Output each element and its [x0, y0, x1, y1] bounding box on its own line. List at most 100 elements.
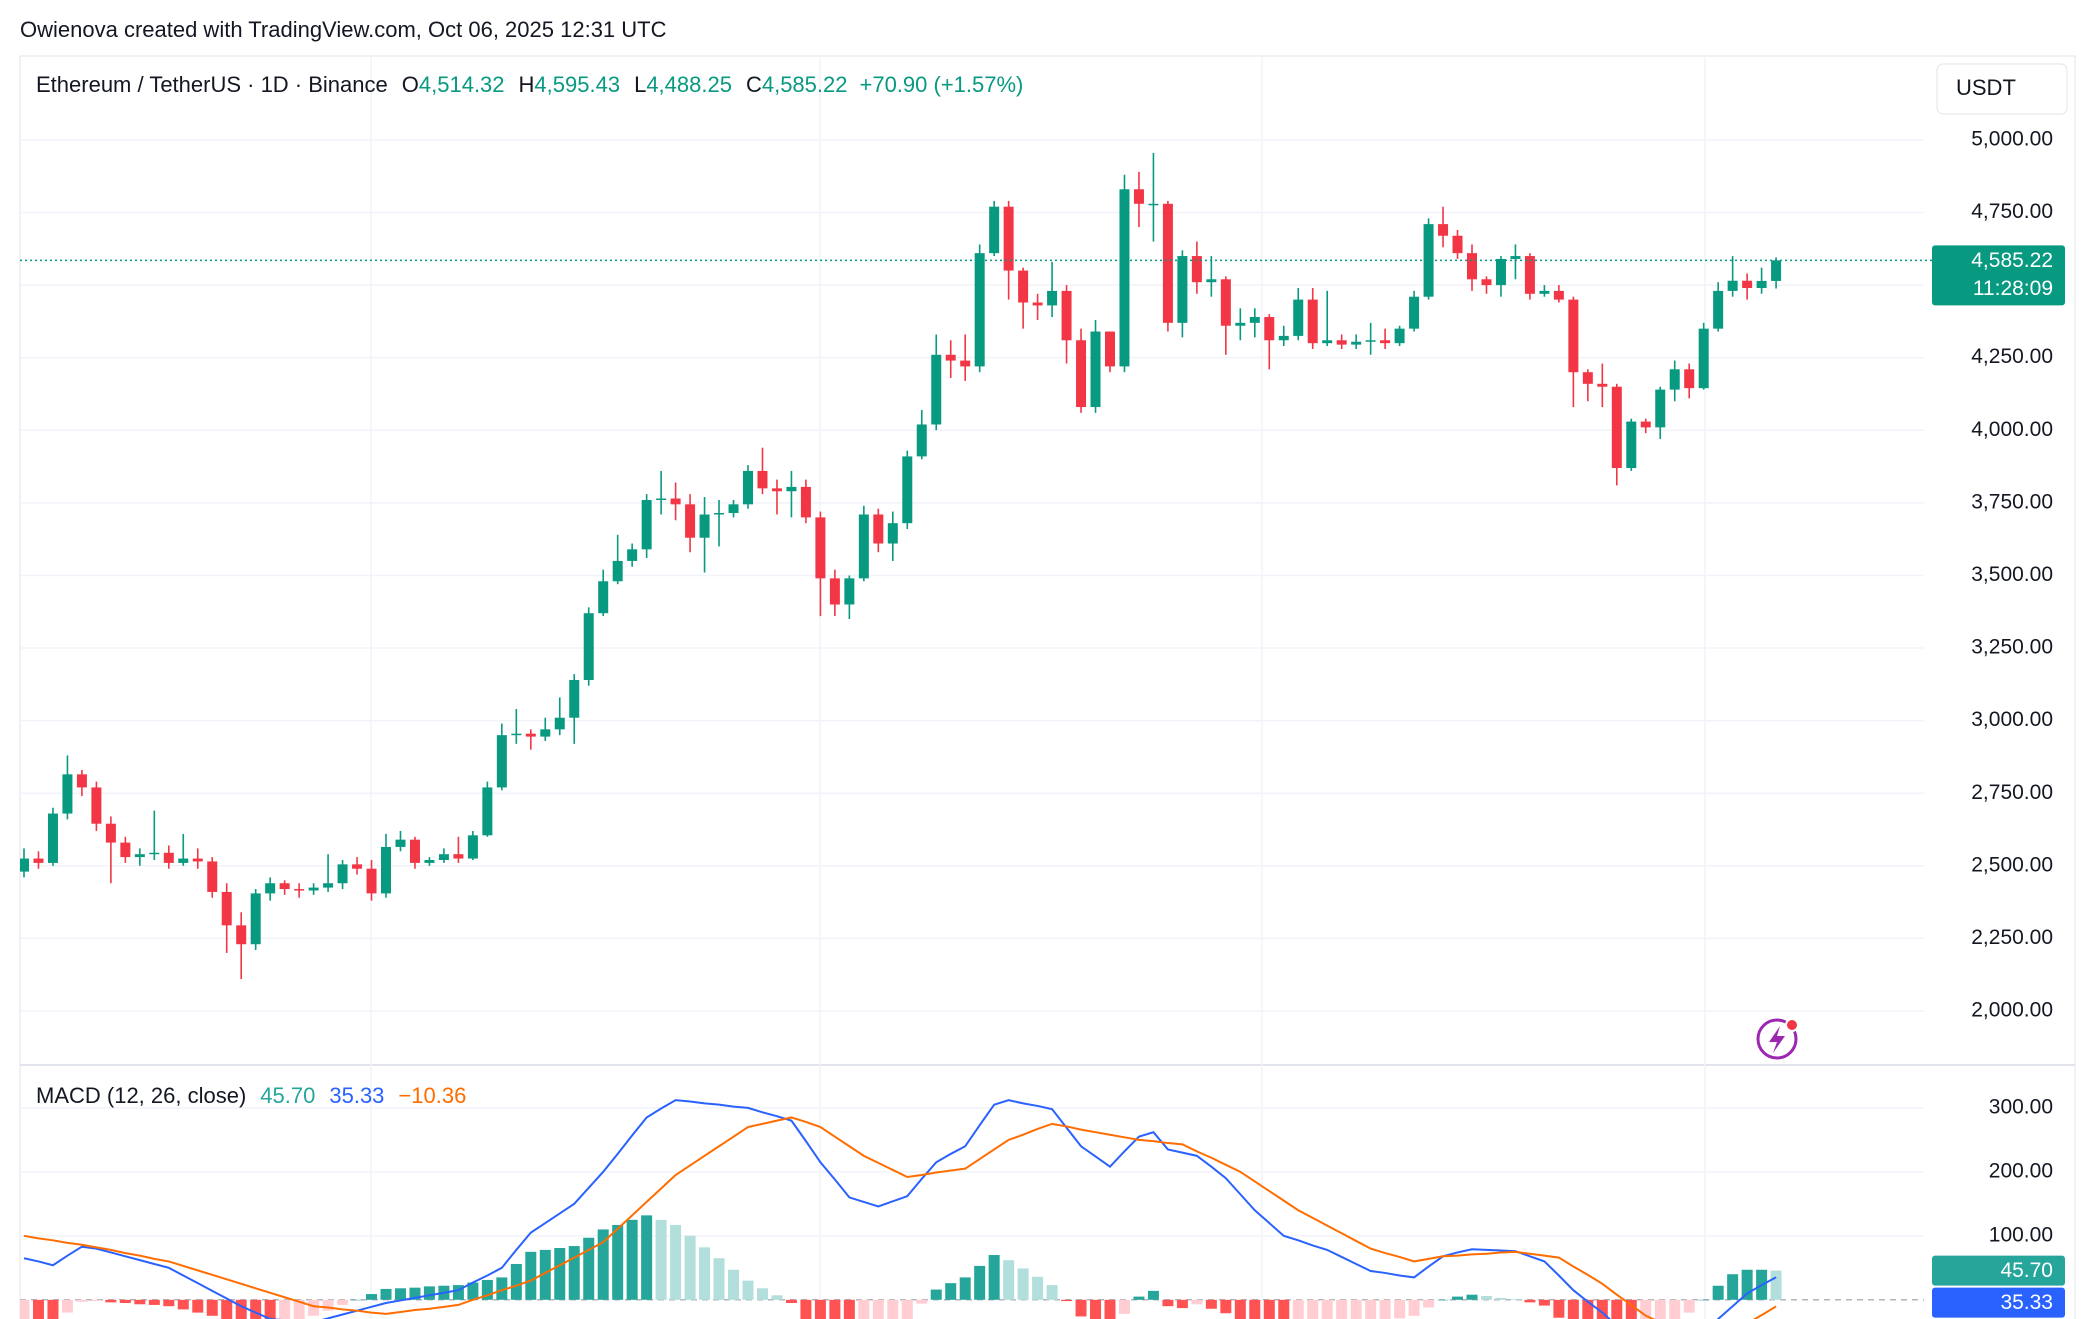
histogram-bar [1176, 1299, 1188, 1309]
candle-body [33, 858, 44, 863]
candle-body [1553, 290, 1564, 300]
histogram-bar [1133, 1296, 1145, 1300]
candle-body [76, 774, 87, 788]
histogram-bar [1263, 1299, 1275, 1319]
indicator-title: MACD (12, 26, close) [36, 1083, 246, 1108]
candle-body [424, 860, 435, 863]
macd-legend: MACD (12, 26, close) 45.70 35.33 −10.36 [36, 1083, 466, 1108]
histogram-bar [1640, 1299, 1652, 1319]
histogram-bar [308, 1299, 320, 1316]
symbol-title: Ethereum / TetherUS · 1D · Binance [36, 72, 388, 97]
icon-bolt [1769, 1026, 1785, 1053]
candle-body [1611, 386, 1622, 469]
histogram-bar [959, 1277, 971, 1300]
histogram-bar [1683, 1299, 1695, 1313]
candle-body [337, 864, 348, 884]
currency-box[interactable] [1936, 63, 2068, 115]
candle-body [467, 835, 478, 859]
lightning-icon[interactable] [1756, 1018, 1799, 1060]
histogram-bar [1365, 1299, 1377, 1319]
histogram-bar [192, 1299, 204, 1313]
candle-body [1249, 317, 1260, 323]
histogram-bar [945, 1283, 957, 1300]
candle-body [960, 360, 971, 367]
histogram-bar [1191, 1299, 1203, 1305]
value-box-label: 45.70 [2000, 1259, 2053, 1282]
histogram-bar [887, 1299, 899, 1319]
histogram-bar [1509, 1299, 1521, 1300]
y-tick-label: 4,000.00 [1971, 418, 2053, 441]
candle-body [1191, 256, 1202, 283]
histogram-bar [409, 1287, 421, 1300]
histogram-bar [699, 1247, 711, 1300]
histogram-bar [1090, 1299, 1102, 1319]
y-tick-label: 3,250.00 [1971, 636, 2053, 659]
histogram-bar [264, 1299, 276, 1319]
histogram-bar [800, 1299, 812, 1319]
candle-body [627, 549, 638, 561]
candle-body [1061, 290, 1072, 341]
histogram-bar [1553, 1299, 1565, 1318]
candle-body [20, 858, 29, 872]
histogram-bar [626, 1219, 638, 1300]
histogram-bar [423, 1286, 435, 1300]
candle-body [1524, 256, 1535, 294]
candle-body [438, 854, 449, 861]
candle-body [1336, 340, 1347, 345]
histogram-bar [1017, 1268, 1029, 1300]
candle-body [815, 517, 826, 579]
candle-body [47, 813, 58, 863]
legend-value: 35.33 [329, 1083, 384, 1108]
histogram-bar [829, 1299, 841, 1319]
candle-body [1076, 340, 1087, 408]
candle-body [134, 854, 145, 858]
histogram-bar [20, 1299, 30, 1319]
change: +70.90 (+1.57%) [859, 72, 1023, 97]
candle-body [1481, 279, 1492, 286]
candle-body [496, 735, 507, 788]
histogram-bar [322, 1299, 334, 1311]
histogram-bar [670, 1224, 682, 1300]
histogram-bar [279, 1299, 291, 1319]
histogram-bar [583, 1237, 595, 1300]
histogram-bar [1698, 1299, 1710, 1301]
candle-body [728, 504, 739, 514]
candle-body [1220, 279, 1231, 326]
histogram-bar [221, 1299, 233, 1319]
histogram-bar [756, 1288, 768, 1300]
candle-body [149, 852, 160, 855]
histogram-bar [916, 1299, 928, 1304]
candle-body [714, 513, 725, 515]
candle-body [1003, 206, 1014, 271]
histogram-bar [481, 1279, 493, 1300]
candle-body [1467, 253, 1477, 280]
candle-body [1264, 317, 1275, 341]
value-box [1932, 1287, 2065, 1318]
histogram-bar [76, 1299, 88, 1302]
candle-body [265, 883, 276, 894]
candle-body [656, 498, 667, 501]
last-price-box [1932, 245, 2065, 306]
histogram-bar [655, 1219, 667, 1300]
y-tick-label: 4,750.00 [1971, 200, 2053, 223]
histogram-bar [568, 1246, 580, 1300]
histogram-bar [1408, 1299, 1420, 1316]
histogram-bar [1336, 1299, 1348, 1319]
histogram-bar [90, 1299, 102, 1302]
candle-body [771, 488, 782, 492]
candle-body [409, 839, 420, 863]
histogram-bar [728, 1269, 740, 1300]
histogram-bar [235, 1299, 247, 1319]
macd-line [23, 1116, 1777, 1319]
histogram-bar [1727, 1274, 1739, 1300]
histogram-bar [1423, 1299, 1435, 1308]
candle-body [887, 523, 898, 544]
histogram-bar [1654, 1299, 1666, 1319]
candle-body [989, 206, 1000, 254]
histogram-bar [1234, 1299, 1246, 1319]
histogram-bar [1118, 1299, 1130, 1314]
candle-body [250, 893, 261, 945]
histogram-bar [713, 1258, 725, 1300]
candle-body [1423, 224, 1434, 297]
